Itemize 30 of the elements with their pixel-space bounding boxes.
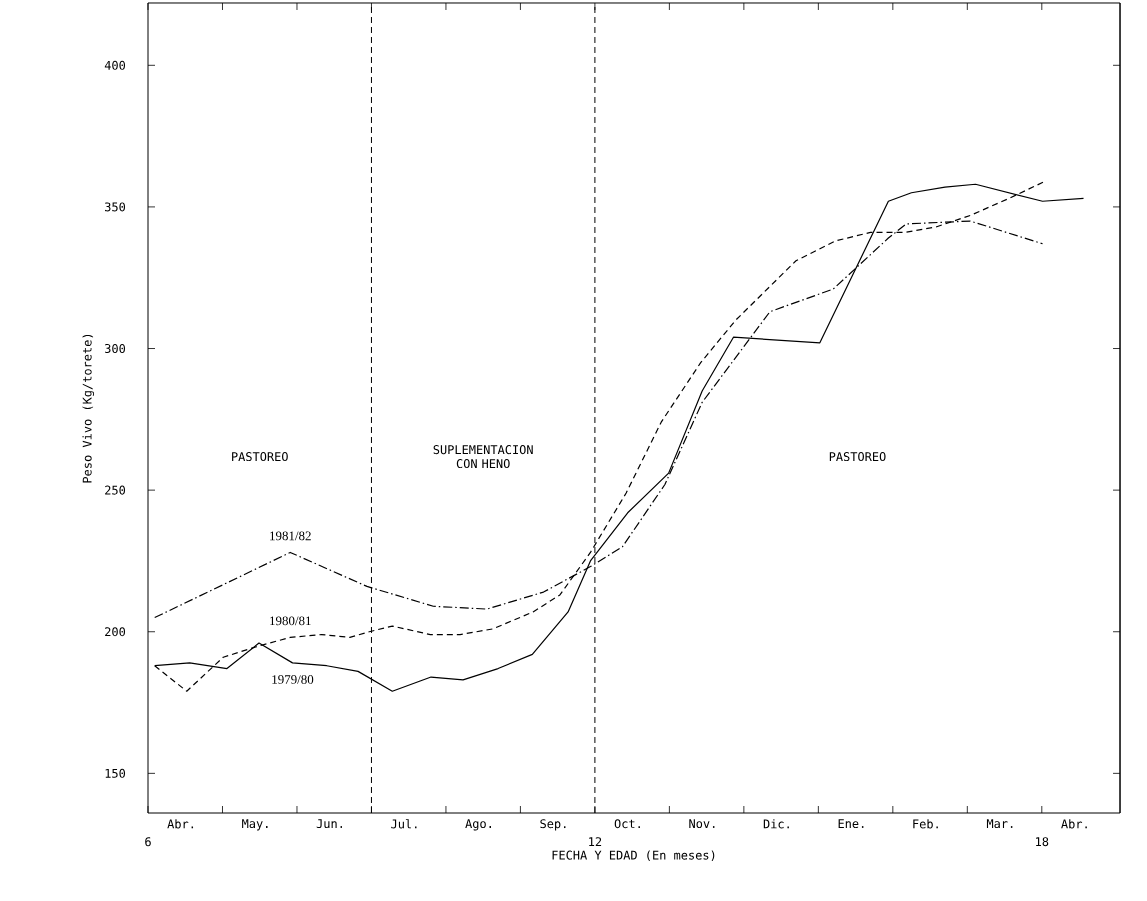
text: Mar.: [986, 819, 1013, 829]
text: May.: [242, 819, 268, 831]
text: Feb.: [913, 819, 938, 829]
y-tick-label: 200: [105, 627, 126, 637]
annotation: PASTOREO: [232, 452, 288, 462]
text: Oct.: [614, 819, 640, 829]
series-label: 1980/81: [270, 616, 311, 626]
text: Ene.: [838, 819, 864, 829]
annotation: SUPLEMENTACION CON HENO: [433, 445, 533, 469]
series-label: 1981/82: [270, 531, 311, 541]
y-tick-label: 250: [105, 485, 126, 495]
y-tick-label: 300: [105, 343, 126, 354]
text: Sep.: [540, 819, 566, 831]
text: Jun.: [316, 819, 343, 829]
x-tick-label: 6: [145, 837, 151, 847]
series-label: 1979/80: [272, 675, 314, 684]
text: Dic.: [763, 819, 789, 829]
y-tick-label: 350: [105, 202, 126, 212]
y-tick-label: 150: [105, 768, 126, 778]
text: Abr.: [1061, 819, 1087, 829]
x-axis-title: FECHA Y EDAD (En meses): [552, 850, 715, 862]
annotation: PASTOREO: [829, 452, 886, 462]
text: Jul.: [391, 819, 417, 829]
x-tick-label: 12: [589, 837, 602, 847]
x-tick-label: 18: [1036, 837, 1049, 847]
y-tick-label: 400: [104, 60, 126, 70]
text: Abr.: [167, 819, 194, 829]
text: Nov.: [689, 819, 715, 829]
text: Ago.: [465, 819, 491, 831]
y-axis-title: Peso Vivo (Kg/torete): [82, 334, 95, 483]
